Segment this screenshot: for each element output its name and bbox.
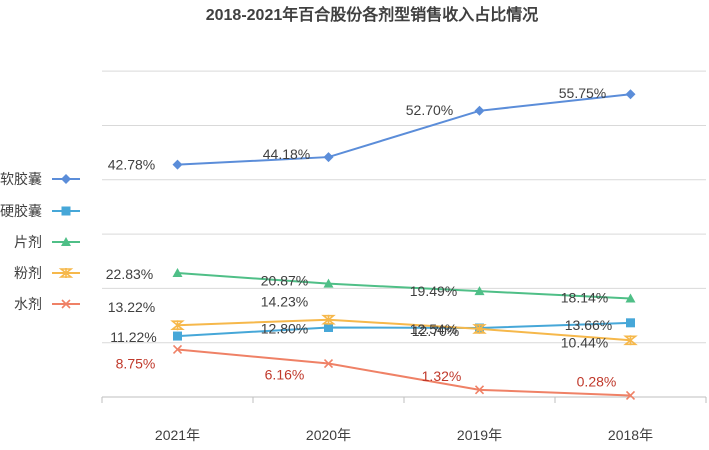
series-line	[177, 272, 631, 300]
data-label: 6.16%	[265, 367, 305, 383]
data-label: 20.87%	[261, 273, 308, 289]
data-point-marker	[472, 323, 487, 334]
series-line	[177, 321, 631, 338]
legend-item-硬胶囊: 硬胶囊	[0, 203, 80, 219]
x-tick-label: 2019年	[457, 427, 502, 443]
x-tick-label: 2018年	[608, 427, 653, 443]
data-point-marker	[172, 344, 183, 355]
data-point-marker	[323, 278, 334, 288]
legend-label: 水剂	[14, 296, 42, 312]
data-labels: 42.78% 44.18% 52.70% 55.75% 11.22% 12.80% 12.7…	[106, 85, 617, 389]
data-point-marker	[323, 152, 334, 163]
series-片剂	[172, 268, 636, 303]
data-point-marker	[623, 335, 638, 346]
data-point-marker	[172, 268, 183, 278]
data-label: 12.70%	[412, 323, 459, 339]
series-group	[170, 89, 638, 401]
series-line	[177, 348, 631, 397]
data-point-marker	[173, 331, 182, 341]
series-水剂	[172, 344, 636, 401]
data-label: 22.83%	[106, 266, 153, 282]
legend-item-片剂: 片剂	[14, 234, 80, 250]
data-label: 10.44%	[561, 334, 608, 350]
data-label: 18.14%	[561, 289, 608, 305]
chart-title: 2018-2021年百合股份各剂型销售收入占比情况	[206, 5, 539, 24]
series-line	[177, 318, 631, 342]
series-line	[177, 93, 631, 166]
data-point-marker	[324, 322, 333, 332]
data-point-marker	[474, 286, 485, 296]
data-label: 11.22%	[110, 329, 156, 345]
legend-label: 硬胶囊	[0, 203, 42, 219]
series-软胶囊	[172, 89, 636, 170]
data-point-marker	[61, 206, 71, 216]
data-label: 8.75%	[116, 355, 156, 371]
legend-item-粉剂: 粉剂	[14, 265, 80, 281]
series-粉剂	[170, 314, 638, 346]
x-axis: 2021年 2020年 2019年 2018年	[101, 396, 707, 443]
grid-lines	[102, 70, 706, 344]
data-point-marker	[61, 174, 71, 184]
data-point-marker	[170, 320, 185, 331]
data-label: 44.18%	[263, 146, 310, 162]
x-tick-label: 2021年	[155, 427, 200, 443]
data-label: 42.78%	[108, 157, 155, 173]
data-label: 0.28%	[577, 373, 617, 389]
data-point-marker	[61, 299, 71, 309]
legend-label: 粉剂	[14, 265, 42, 281]
data-label: 1.32%	[422, 368, 462, 384]
data-point-marker	[58, 268, 74, 278]
legend-label: 软胶囊	[0, 171, 42, 187]
data-point-marker	[321, 314, 336, 325]
data-label: 14.23%	[261, 294, 308, 310]
data-point-marker	[172, 159, 183, 170]
data-label: 13.22%	[108, 299, 155, 315]
legend-item-软胶囊: 软胶囊	[0, 171, 80, 187]
data-label: 52.70%	[406, 102, 453, 118]
data-label: 19.49%	[410, 283, 457, 299]
legend-label: 片剂	[14, 234, 42, 250]
data-point-marker	[626, 318, 635, 328]
data-point-marker	[323, 358, 334, 369]
data-label: 12.80%	[261, 320, 308, 336]
data-point-marker	[474, 105, 485, 116]
data-point-marker	[61, 237, 71, 246]
data-label: 13.66%	[565, 317, 612, 333]
data-point-marker	[625, 390, 636, 401]
data-label: 55.75%	[559, 85, 606, 101]
legend-item-水剂: 水剂	[14, 296, 80, 312]
data-point-marker	[625, 89, 636, 100]
data-point-marker	[625, 293, 636, 303]
data-label: 12.54%	[410, 321, 457, 337]
data-point-marker	[474, 385, 485, 395]
x-tick-label: 2020年	[306, 427, 351, 443]
